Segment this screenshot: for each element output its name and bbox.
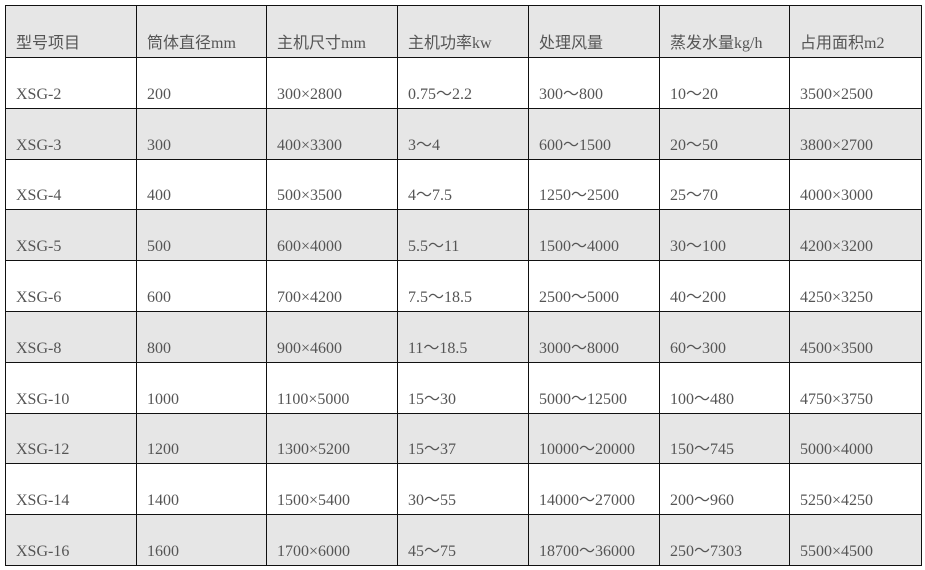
model-cell: XSG-12 [5,412,137,465]
table-cell: 4250×3250 [789,260,922,312]
table-cell: 15～37 [397,412,529,465]
column-header: 型号项目 [5,5,137,58]
table-row: XSG-10 1000 1100×5000 15～30 5000～12500 100～48… [5,361,922,414]
table-cell: 900×4600 [266,310,398,363]
column-header: 主机尺寸mm [266,5,398,58]
model-cell: XSG-5 [5,209,137,262]
table-row: XSG-2 200 300×2800 0.75～2.2 300～800 10～20 3500… [5,57,922,109]
table-cell: 1000 [136,361,267,414]
table-cell: 20～50 [659,107,790,160]
table-cell: 1500～4000 [528,209,660,262]
table-cell: 4～7.5 [397,158,529,211]
table-cell: 150～745 [659,412,790,465]
table-cell: 3800×2700 [789,107,922,160]
model-cell: XSG-2 [5,57,137,109]
table-cell: 1600 [136,514,267,566]
table-cell: 15～30 [397,361,529,414]
table-cell: 5000×4000 [789,412,922,465]
table-row: XSG-4 400 500×3500 4～7.5 1250～2500 25～70 4000×… [5,158,922,211]
table-cell: 30～100 [659,209,790,262]
table-cell: 5000～12500 [528,361,660,414]
table-cell: 600×4000 [266,209,398,262]
table-cell: 11～18.5 [397,310,529,363]
table-cell: 2500～5000 [528,260,660,312]
column-header: 占用面积m2 [789,5,922,58]
table-cell: 45～75 [397,514,529,566]
table-cell: 300～800 [528,57,660,109]
table-cell: 4750×3750 [789,361,922,414]
table-cell: 10000～20000 [528,412,660,465]
table-cell: 100～480 [659,361,790,414]
table-cell: 4200×3200 [789,209,922,262]
table-cell: 250～7303 [659,514,790,566]
table-cell: 3500×2500 [789,57,922,109]
table-cell: 7.5～18.5 [397,260,529,312]
table-row: XSG-3 300 400×3300 3～4 600～1500 20～50 3800×270… [5,107,922,160]
table-cell: 500 [136,209,267,262]
table-cell: 1500×5400 [266,463,398,516]
model-cell: XSG-6 [5,260,137,312]
table-body: XSG-2 200 300×2800 0.75～2.2 300～800 10～20 3500… [5,57,922,566]
table-cell: 300 [136,107,267,160]
table-cell: 40～200 [659,260,790,312]
model-cell: XSG-8 [5,310,137,363]
table-cell: 5.5～11 [397,209,529,262]
table-cell: 800 [136,310,267,363]
model-cell: XSG-10 [5,361,137,414]
header-row: 型号项目 筒体直径mm 主机尺寸mm 主机功率kw 处理风量 蒸发水量kg/h 占用面积m2 [5,5,922,58]
table-row: XSG-5 500 600×4000 5.5～11 1500～4000 30～100 420… [5,209,922,262]
column-header: 主机功率kw [397,5,529,58]
table-cell: 200 [136,57,267,109]
column-header: 筒体直径mm [136,5,267,58]
table-cell: 5500×4500 [789,514,922,566]
table-row: XSG-12 1200 1300×5200 15～37 10000～20000 150～7… [5,412,922,465]
table-cell: 0.75～2.2 [397,57,529,109]
table-cell: 1300×5200 [266,412,398,465]
table-cell: 1200 [136,412,267,465]
table-cell: 700×4200 [266,260,398,312]
table-cell: 4000×3000 [789,158,922,211]
table-cell: 300×2800 [266,57,398,109]
model-cell: XSG-4 [5,158,137,211]
table-row: XSG-8 800 900×4600 11～18.5 3000～8000 60～300 45… [5,310,922,363]
table-cell: 200～960 [659,463,790,516]
table-cell: 600～1500 [528,107,660,160]
spec-table: 型号项目 筒体直径mm 主机尺寸mm 主机功率kw 处理风量 蒸发水量kg/h 占用面积m2… [5,5,922,566]
table-cell: 30～55 [397,463,529,516]
table-cell: 14000～27000 [528,463,660,516]
table-cell: 400 [136,158,267,211]
table-cell: 4500×3500 [789,310,922,363]
table-cell: 25～70 [659,158,790,211]
table-cell: 1250～2500 [528,158,660,211]
table-cell: 1700×6000 [266,514,398,566]
column-header: 蒸发水量kg/h [659,5,790,58]
table-row: XSG-6 600 700×4200 7.5～18.5 2500～5000 40～200 4… [5,260,922,312]
table-cell: 18700～36000 [528,514,660,566]
model-cell: XSG-3 [5,107,137,160]
table-cell: 3000～8000 [528,310,660,363]
table-cell: 10～20 [659,57,790,109]
table-cell: 60～300 [659,310,790,363]
table-row: XSG-14 1400 1500×5400 30～55 14000～27000 200～9… [5,463,922,516]
model-cell: XSG-14 [5,463,137,516]
table-row: XSG-16 1600 1700×6000 45～75 18700～36000 250～7… [5,514,922,566]
table-cell: 1400 [136,463,267,516]
table-cell: 400×3300 [266,107,398,160]
table-cell: 1100×5000 [266,361,398,414]
table-cell: 3～4 [397,107,529,160]
table-cell: 600 [136,260,267,312]
table-cell: 500×3500 [266,158,398,211]
table-cell: 5250×4250 [789,463,922,516]
column-header: 处理风量 [528,5,660,58]
model-cell: XSG-16 [5,514,137,566]
